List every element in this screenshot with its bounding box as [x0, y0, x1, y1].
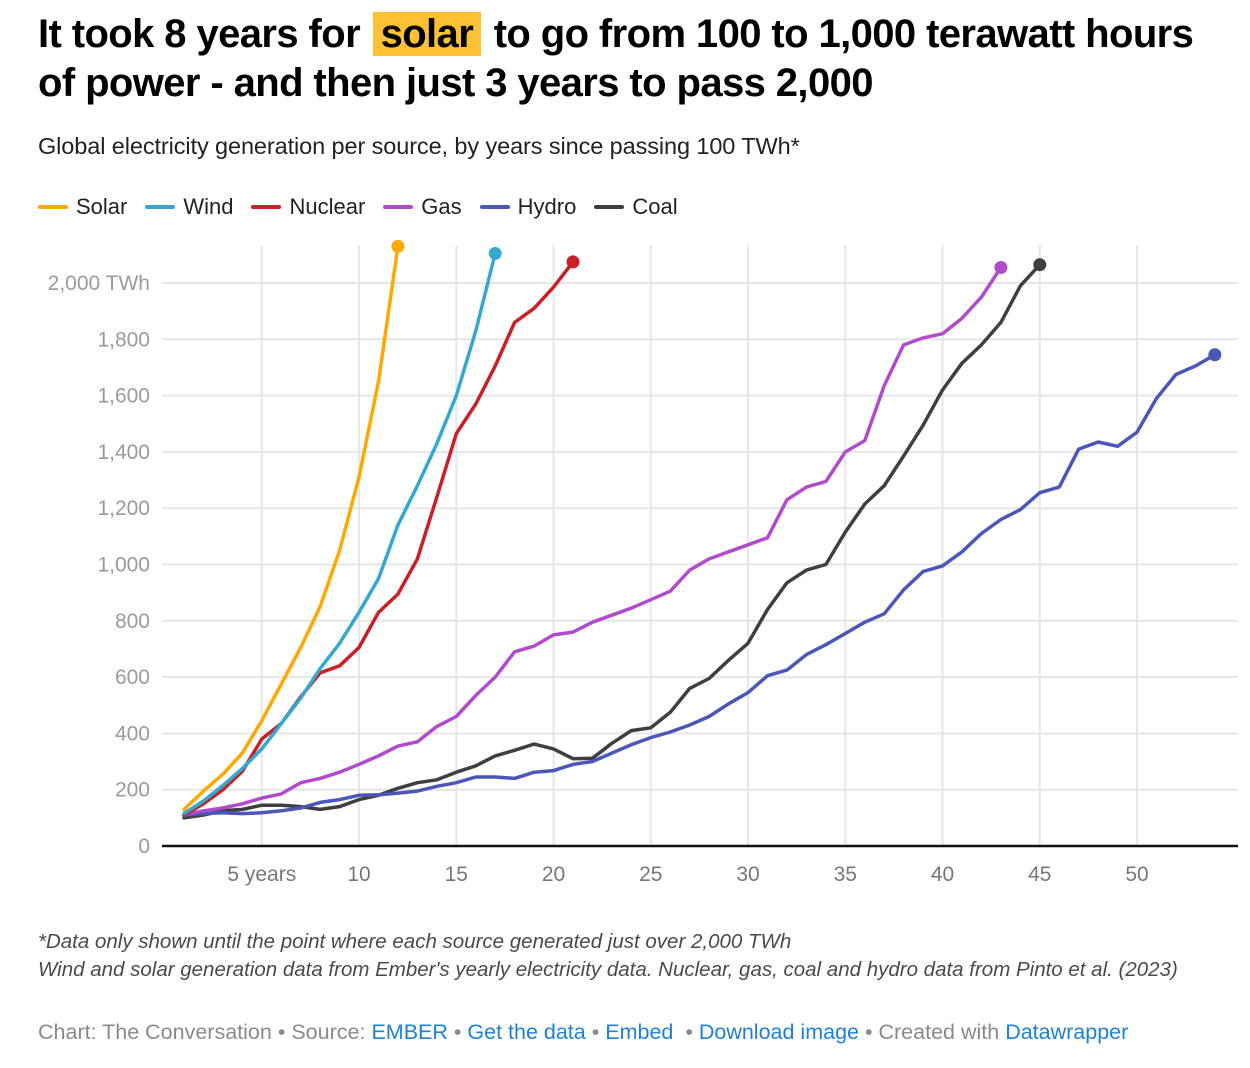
series-line-hydro	[182, 353, 1217, 817]
y-tick-label: 1,400	[97, 441, 150, 464]
legend-label-hydro: Hydro	[517, 194, 577, 219]
end-marker-wind	[488, 246, 502, 260]
grid	[162, 245, 1238, 848]
series-line-wind	[182, 251, 497, 816]
x-tick-label: 25	[639, 863, 662, 886]
legend-item-nuclear: Nuclear	[251, 194, 365, 220]
series-line-nuclear	[182, 260, 575, 817]
y-tick-label: 1,200	[97, 497, 150, 520]
y-tick-label: 600	[115, 666, 150, 689]
legend-label-nuclear: Nuclear	[289, 194, 366, 219]
legend-label-wind: Wind	[183, 194, 234, 219]
legend-swatch-wind	[145, 205, 176, 209]
legend-swatch-coal	[594, 205, 625, 209]
series-line-coal	[182, 262, 1042, 820]
separator: •	[453, 1020, 462, 1044]
source-link-ember[interactable]: EMBER	[371, 1020, 448, 1044]
separator: •	[685, 1020, 693, 1044]
x-tick-label: 5 years	[227, 863, 296, 886]
end-marker-nuclear	[566, 255, 580, 269]
legend-label-solar: Solar	[76, 194, 128, 219]
legend: Solar Wind Nuclear Gas Hydro Coal	[38, 194, 696, 220]
embed-link[interactable]: Embed	[605, 1020, 674, 1044]
legend-item-gas: Gas	[383, 194, 462, 220]
end-marker-hydro	[1208, 348, 1222, 362]
series-line-solar	[182, 244, 400, 812]
title-part-2: to go from 100 to 1,000 terawatt hours o…	[38, 12, 1194, 105]
footnote: *Data only shown until the point where e…	[38, 930, 792, 953]
legend-swatch-nuclear	[251, 205, 282, 209]
legend-label-coal: Coal	[632, 194, 678, 219]
x-tick-label: 45	[1028, 863, 1051, 886]
chart-subtitle: Global electricity generation per source…	[38, 133, 800, 159]
data-sources-note: Wind and solar generation data from Embe…	[38, 958, 1178, 981]
axis-ticks: 0 200 400 600 800 1,000 1,200 1,400 1,600 1,800 2,…	[48, 272, 1149, 886]
y-tick-label: 400	[115, 722, 150, 745]
y-tick-label: 1,000	[97, 554, 150, 577]
legend-swatch-gas	[383, 205, 414, 209]
x-tick-label: 30	[736, 863, 759, 886]
legend-item-hydro: Hydro	[479, 194, 577, 220]
x-tick-label: 20	[542, 863, 565, 886]
separator: •	[864, 1020, 873, 1044]
y-tick-label: 1,800	[97, 328, 150, 351]
legend-label-gas: Gas	[421, 194, 462, 219]
y-tick-label: 200	[115, 779, 150, 802]
y-tick-label: 2,000 TWh	[48, 272, 150, 295]
x-tick-label: 35	[834, 863, 857, 886]
y-tick-label: 0	[138, 835, 150, 858]
end-marker-gas	[994, 261, 1008, 275]
separator: •	[277, 1020, 286, 1044]
download-image-link[interactable]: Download image	[698, 1020, 859, 1044]
legend-item-coal: Coal	[594, 194, 678, 220]
get-the-data-link[interactable]: Get the data	[467, 1020, 586, 1044]
y-tick-label: 1,600	[97, 385, 150, 408]
series	[182, 239, 1222, 820]
x-tick-label: 10	[347, 863, 370, 886]
separator: •	[591, 1020, 600, 1044]
x-tick-label: 15	[445, 863, 468, 886]
x-tick-label: 50	[1125, 863, 1148, 886]
datawrapper-link[interactable]: Datawrapper	[1005, 1020, 1129, 1044]
legend-swatch-hydro	[479, 205, 510, 209]
y-tick-label: 800	[115, 610, 150, 633]
end-marker-coal	[1033, 258, 1047, 272]
legend-swatch-solar	[38, 205, 68, 209]
line-chart: 0 200 400 600 800 1,000 1,200 1,400 1,600 1,800 2,…	[48, 239, 1238, 886]
chart-title: It took 8 years for solar to go from 100…	[38, 10, 1228, 108]
chart-notes: *Data only shown until the point where e…	[38, 928, 1243, 984]
source-label: Source:	[291, 1020, 366, 1044]
created-with-label: Created with	[878, 1020, 1000, 1044]
end-marker-solar	[391, 239, 405, 253]
chart-credits: Chart: The Conversation • Source: EMBER …	[38, 1020, 1128, 1045]
credit-author: Chart: The Conversation	[38, 1020, 272, 1044]
title-highlight: solar	[372, 12, 482, 56]
legend-item-wind: Wind	[145, 194, 233, 220]
series-line-gas	[182, 265, 1003, 817]
x-tick-label: 40	[931, 863, 954, 886]
legend-item-solar: Solar	[38, 194, 127, 220]
title-part-1: It took 8 years for	[38, 12, 361, 56]
